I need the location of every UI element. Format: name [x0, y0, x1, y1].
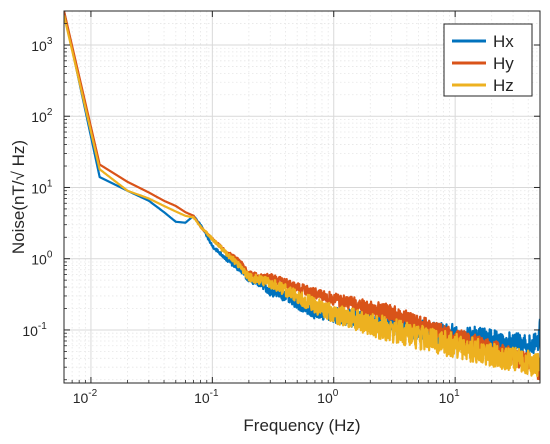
y-tick-labels: 10-1 100 101 102 103: [22, 36, 53, 339]
series-layer: [64, 11, 540, 381]
series-line-hz: [64, 15, 540, 378]
y-tick-label: 103: [31, 36, 53, 54]
x-tick-label: 10-1: [194, 388, 219, 406]
x-tick-label: 10-2: [73, 388, 98, 406]
legend: Hx Hy Hz: [443, 23, 533, 97]
y-tick-label: 10-1: [22, 321, 47, 339]
legend-label-hx: Hx: [493, 32, 514, 51]
x-tick-label: 100: [317, 388, 339, 406]
x-tick-labels: 10-2 10-1 100 101: [73, 388, 460, 406]
y-axis-title: Noise(nT/√ Hz): [9, 140, 28, 254]
y-tick-label: 102: [31, 107, 53, 125]
y-tick-label: 100: [31, 250, 53, 268]
axis-ticks: [63, 10, 541, 383]
legend-label-hz: Hz: [493, 76, 514, 95]
legend-label-hy: Hy: [493, 54, 514, 73]
x-tick-label: 101: [439, 388, 461, 406]
y-tick-label: 101: [31, 178, 53, 196]
plot-frame: [63, 10, 541, 384]
x-axis-title: Frequency (Hz): [243, 416, 360, 435]
